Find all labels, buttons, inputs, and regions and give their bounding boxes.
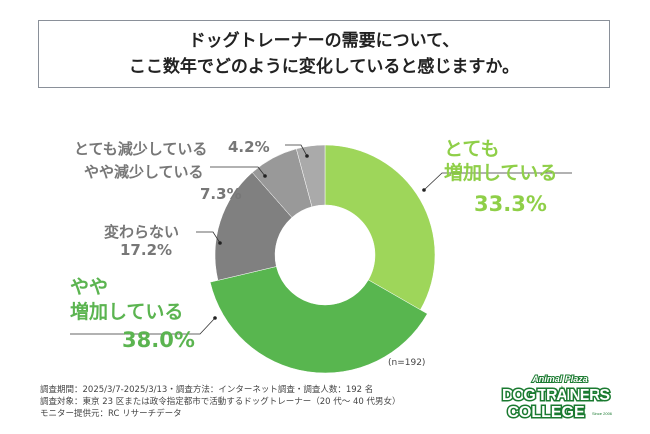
note-line: 調査対象：東京 23 区または政令指定都市で活動するドッグトレーナー（20 代～… [40, 397, 401, 407]
label-very-down-pct: 4.2% [228, 138, 270, 156]
leader-some-down [210, 166, 266, 177]
label-very-up-2: 増加している [444, 162, 558, 184]
title-line-1: ドッグトレーナーの需要について、 [188, 31, 460, 51]
label-same-pct: 17.2% [120, 241, 173, 259]
label-some-up-pct: 38.0% [122, 328, 195, 352]
note-line: 調査期間：2025/3/7-2025/3/13・調査方法：インターネット調査・調… [40, 385, 374, 395]
svg-text:Animal Plaza: Animal Plaza [531, 374, 588, 384]
svg-text:Since 2006: Since 2006 [592, 411, 612, 416]
leader-same [196, 231, 221, 244]
note-line: モニター提供元：RC リサーチデータ [40, 409, 182, 419]
dog-trainers-college-logo: Animal Plaza DOG TRAINERS COLLEGE Since … [501, 373, 613, 420]
svg-text:COLLEGE: COLLEGE [507, 404, 585, 420]
donut-slice-1 [209, 266, 428, 374]
svg-text:DOG TRAINERS: DOG TRAINERS [502, 387, 610, 404]
title-box: ドッグトレーナーの需要について、 ここ数年でどのように変化していると感じますか。 [38, 20, 610, 88]
title-line-2: ここ数年でどのように変化していると感じますか。 [128, 57, 520, 77]
label-some-up-2: 増加している [70, 301, 184, 323]
label-some-down-1: やや減少している [84, 163, 204, 181]
leader-very-up [423, 172, 572, 191]
label-some-down-pct: 7.3% [200, 185, 242, 203]
leader-some-up [70, 317, 216, 335]
label-same-1: 変わらない [104, 223, 180, 241]
label-very-up-pct: 33.3% [474, 192, 547, 216]
label-very-down-1: とても減少している [74, 140, 208, 158]
leader-very-down [285, 144, 308, 157]
donut-slice-4 [296, 144, 326, 208]
sample-size: (n=192) [388, 358, 426, 368]
label-very-up-1: とても [444, 138, 500, 160]
label-some-up-1: やや [70, 276, 109, 298]
survey-notes: 調査期間：2025/3/7-2025/3/13・調査方法：インターネット調査・調… [40, 384, 400, 420]
donut-slice-0 [324, 144, 436, 311]
